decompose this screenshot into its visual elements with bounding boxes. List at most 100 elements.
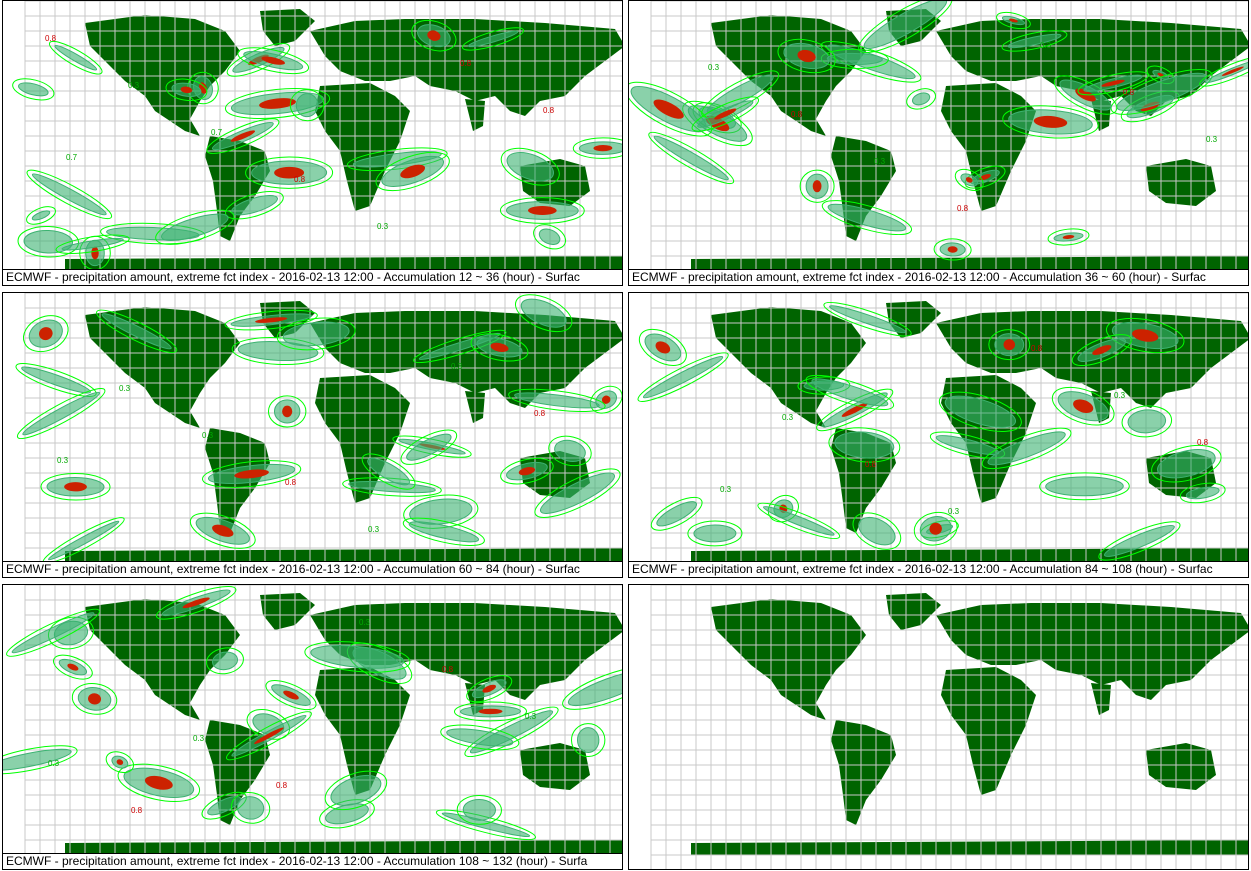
- landmass: [691, 256, 1248, 271]
- contour: [462, 798, 497, 821]
- landmass: [691, 840, 1248, 855]
- contour-value-label: 0.8: [442, 665, 454, 674]
- contour: [757, 502, 841, 540]
- contour: [100, 222, 206, 245]
- contour: [1110, 68, 1213, 115]
- world-map: 0.8 0.3 0.7 0.8 0.3 0.8 0.8 0.7: [12, 1, 622, 271]
- contour: [367, 457, 410, 486]
- contour: [413, 329, 507, 364]
- contour: [539, 472, 615, 514]
- landmass: [941, 667, 1036, 795]
- landmass: [315, 667, 410, 795]
- contour: [155, 586, 237, 620]
- contour-value-label: 0.8: [543, 106, 555, 115]
- contour: [161, 213, 229, 241]
- graticule: [650, 585, 1248, 869]
- contour: [276, 317, 356, 351]
- contour: [105, 751, 135, 774]
- contour-value-label: 0.3: [359, 618, 371, 627]
- contour-value-label: 0.3: [1114, 391, 1126, 400]
- contour: [304, 641, 411, 673]
- extreme-contour: [259, 98, 296, 109]
- landmass: [831, 720, 896, 825]
- extreme-contour: [182, 597, 210, 609]
- contour: [538, 228, 561, 246]
- extreme-contour: [527, 206, 557, 215]
- contour-value-label: 0.7: [66, 153, 78, 162]
- contour: [466, 675, 513, 703]
- contour-value-label: 0.8: [131, 806, 143, 815]
- contour: [534, 468, 621, 518]
- contour: [829, 305, 906, 334]
- contour: [637, 352, 729, 402]
- contour: [944, 395, 1017, 428]
- contour: [996, 11, 1031, 30]
- contour: [21, 366, 91, 394]
- contour: [650, 496, 703, 531]
- world-map: 0.3 0.8 0.3 0.8 0.3 0.8 0.3: [637, 293, 1248, 563]
- contour: [981, 427, 1072, 470]
- contour-value-label: 0.7: [211, 128, 223, 137]
- contour: [1105, 317, 1185, 354]
- contour-value-label: 0.8: [460, 59, 472, 68]
- contour: [400, 429, 458, 465]
- contour: [656, 501, 697, 527]
- landmass: [1146, 743, 1216, 790]
- contour: [1051, 386, 1115, 426]
- extreme-contour: [427, 30, 441, 41]
- contour: [408, 521, 480, 543]
- extreme-contour: [38, 327, 53, 341]
- landmass: [315, 375, 410, 503]
- landmass: [886, 593, 941, 630]
- contour: [236, 796, 265, 820]
- contour: [211, 651, 239, 671]
- panel-caption: ECMWF - precipitation amount, extreme fc…: [3, 561, 622, 577]
- contour: [18, 82, 49, 97]
- extreme-contour: [116, 759, 124, 765]
- contour-value-label: 0.8: [285, 478, 297, 487]
- contour: [1002, 105, 1099, 139]
- contour: [226, 711, 312, 761]
- contour: [402, 517, 485, 546]
- contour: [61, 237, 124, 251]
- contour: [520, 298, 567, 328]
- extreme-contour: [1033, 115, 1068, 128]
- graticule: [650, 1, 1248, 271]
- extreme-contour: [261, 56, 285, 65]
- contour: [638, 328, 687, 366]
- extreme-contour: [1132, 329, 1159, 342]
- contour: [289, 89, 325, 122]
- contour: [11, 612, 95, 654]
- contour-value-label: 0.3: [708, 63, 720, 72]
- contour: [933, 238, 972, 261]
- extreme-contour: [490, 342, 509, 352]
- map-panel-2: 0.3 0.8 0.3 0.8 0.3 0.8 0.3 ECMWF - precipitat…: [628, 0, 1249, 286]
- extreme-contour: [67, 663, 79, 671]
- contour: [653, 135, 729, 181]
- contour: [282, 321, 350, 347]
- map-panel-3: 0.3 0.3 0.8 0.3 0.3 0.8 0.3 ECMWF - precipitat…: [2, 292, 623, 578]
- contour: [858, 516, 896, 546]
- graticule: [24, 585, 622, 855]
- contour: [237, 47, 310, 75]
- extreme-contour: [1062, 234, 1075, 239]
- extreme-contour: [400, 164, 426, 179]
- extreme-contour: [1101, 79, 1125, 87]
- precipitation-contours: 0.3 0.8 0.3 0.8 0.3 0.3 0.8: [3, 586, 622, 841]
- contour: [48, 520, 120, 561]
- panel-caption: ECMWF - precipitation amount, extreme fc…: [629, 269, 1248, 285]
- precipitation-contours: 0.3 0.8 0.3 0.8 0.3 0.8 0.3: [629, 1, 1248, 261]
- contour: [938, 391, 1022, 432]
- extreme-contour: [283, 690, 299, 700]
- contour-value-label: 0.8: [1031, 344, 1043, 353]
- contour: [23, 229, 73, 254]
- contour: [572, 137, 622, 159]
- landmass: [260, 9, 315, 46]
- extreme-contour: [254, 727, 284, 744]
- contour: [1039, 472, 1130, 501]
- contour: [31, 210, 51, 221]
- contour: [96, 309, 178, 353]
- contour: [352, 151, 442, 168]
- contour: [642, 355, 724, 399]
- map-panel-5: 0.3 0.8 0.3 0.8 0.3 0.3 0.8 ECMWF - precipitat…: [2, 584, 623, 870]
